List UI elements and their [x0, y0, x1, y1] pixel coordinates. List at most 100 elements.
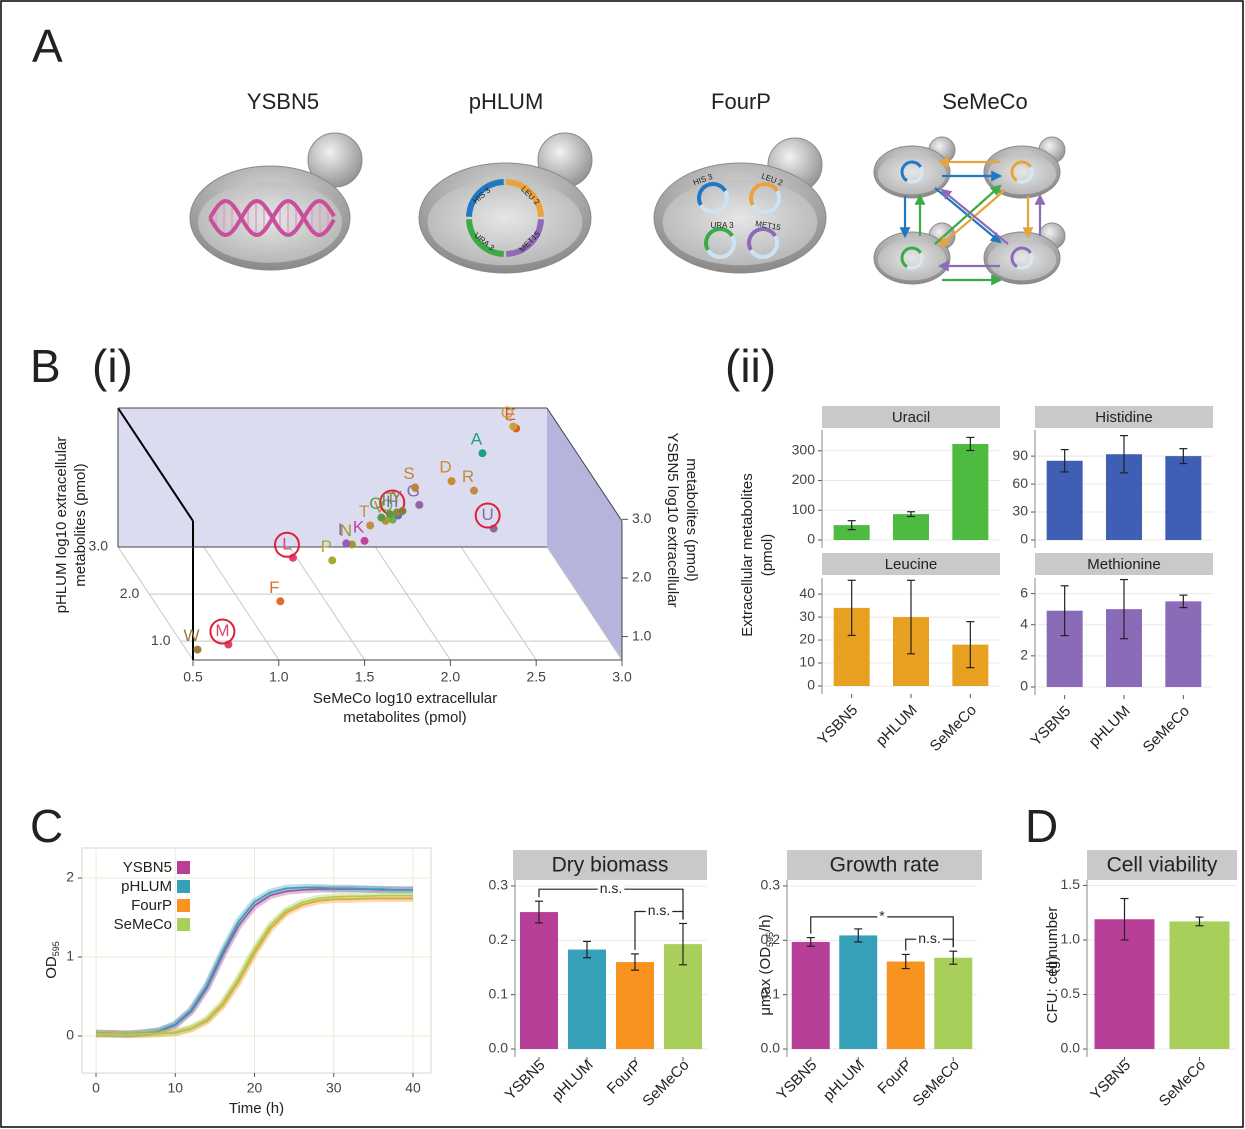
cell-inner — [878, 240, 946, 281]
x-tick-label: 0 — [92, 1080, 100, 1096]
significance-label: n.s. — [600, 880, 623, 896]
z-tick-label: 2.0 — [632, 569, 652, 585]
point-label: F — [269, 578, 279, 597]
y-tick-label: 2 — [66, 869, 74, 885]
bar — [616, 962, 654, 1049]
y-tick-label: 4 — [1020, 615, 1028, 631]
cell-inner — [428, 180, 583, 266]
bar — [952, 444, 988, 540]
y-tick-label: 0.0 — [761, 1040, 781, 1056]
legend-swatch — [177, 899, 190, 912]
strain-name: YSBN5 — [247, 89, 319, 114]
facet-title: Growth rate — [830, 854, 940, 877]
y-axis-label: CFU: cell number — [1044, 907, 1061, 1024]
legend-label: SeMeCo — [114, 916, 172, 933]
panel-label: D — [1025, 800, 1058, 852]
facet-title: Histidine — [1095, 409, 1153, 426]
x-tick-label: 40 — [405, 1080, 421, 1096]
figure: A B (i) (ii) C D YSBN5 pHLUM FourP SeMeC… — [0, 0, 1245, 1129]
legend-swatch — [177, 880, 190, 893]
point-label: R — [462, 467, 474, 486]
bar — [520, 912, 558, 1049]
y-tick-label: 0.0 — [1061, 1040, 1081, 1056]
y-tick-label: 1 — [66, 948, 74, 964]
y-tick-label: 0.2 — [489, 931, 509, 947]
point — [470, 487, 478, 495]
y-axis-label: pHLUM log10 extracellular — [53, 437, 70, 614]
point-label: S — [403, 464, 414, 483]
significance-label: n.s. — [648, 902, 671, 918]
x-tick-label: 2.5 — [526, 669, 546, 685]
significance-label: * — [879, 908, 885, 924]
point-label: Y — [391, 488, 402, 507]
bar — [934, 958, 972, 1049]
y-tick-label: 100 — [792, 501, 816, 517]
y-tick-label: 40 — [799, 585, 815, 601]
y-tick-label: 300 — [792, 442, 816, 458]
y-tick-label: 0 — [66, 1027, 74, 1043]
legend-swatch — [177, 861, 190, 874]
point — [411, 484, 419, 492]
strain-name: pHLUM — [469, 89, 544, 114]
y-tick-label: 0 — [807, 677, 815, 693]
x-axis-label: Time (h) — [229, 1100, 284, 1117]
y-tick-label: 0.0 — [489, 1040, 509, 1056]
point — [509, 422, 517, 430]
y-axis-label-part: OD — [43, 956, 60, 979]
point-label: C — [369, 494, 381, 513]
panel-label: A — [32, 20, 63, 72]
cell-inner — [988, 240, 1056, 281]
y-tick-label: 0 — [1020, 678, 1028, 694]
y-axis-label: metabolites (pmol) — [72, 463, 89, 586]
bar — [568, 950, 606, 1049]
x-tick-label: 10 — [167, 1080, 183, 1096]
bar — [1165, 601, 1201, 687]
z-tick-label: 3.0 — [632, 510, 652, 526]
y-axis-label-part: /h) — [757, 914, 774, 932]
legend-swatch — [177, 918, 190, 931]
x-tick-label: 20 — [247, 1080, 263, 1096]
bar — [893, 514, 929, 540]
bar — [792, 942, 830, 1049]
panel-label: B — [30, 340, 61, 392]
panel-label: (ii) — [725, 340, 776, 392]
y-tick-label: 2 — [1020, 647, 1028, 663]
point-label: P — [321, 537, 332, 556]
point-label: A — [471, 430, 483, 449]
y-tick-label: 0.1 — [489, 985, 509, 1001]
x-tick-label: 2.0 — [441, 669, 461, 685]
y-tick-label: 0.3 — [489, 877, 509, 893]
y-tick-label: 90 — [1012, 447, 1028, 463]
strain-name: FourP — [711, 89, 771, 114]
facet-title: Uracil — [892, 409, 930, 426]
y-axis-label-part: CFU: cell number — [1044, 907, 1061, 1024]
point — [276, 597, 284, 605]
y-axis-label: (pmol) — [759, 534, 776, 577]
cell-inner — [663, 180, 818, 266]
point — [415, 501, 423, 509]
point — [386, 510, 394, 518]
point-label: D — [439, 458, 451, 477]
facet-title: Leucine — [885, 556, 938, 573]
x-tick-label: 30 — [326, 1080, 342, 1096]
y-axis-label: μmax (OD595/h) — [757, 914, 775, 1015]
point — [342, 539, 350, 547]
facet-title: Cell viability — [1107, 854, 1218, 877]
x-tick-label: 1.5 — [355, 669, 375, 685]
x-axis-label: metabolites (pmol) — [343, 709, 466, 726]
y-tick-label: 30 — [799, 608, 815, 624]
strain-name: SeMeCo — [942, 89, 1028, 114]
y-tick-label: 1.0 — [1061, 931, 1081, 947]
y-tick-label: 6 — [1020, 584, 1028, 600]
point — [366, 521, 374, 529]
y-tick-label: 200 — [792, 471, 816, 487]
point — [328, 556, 336, 564]
point-label: U — [482, 505, 494, 524]
point — [398, 507, 406, 515]
point — [377, 514, 385, 522]
plasmid-label: URA 3 — [710, 221, 734, 230]
z-axis-label: YSBN5 log10 extracellular — [664, 432, 681, 607]
legend-label: pHLUM — [121, 878, 172, 895]
y-tick-label: 20 — [799, 631, 815, 647]
point-label: I — [338, 520, 343, 539]
